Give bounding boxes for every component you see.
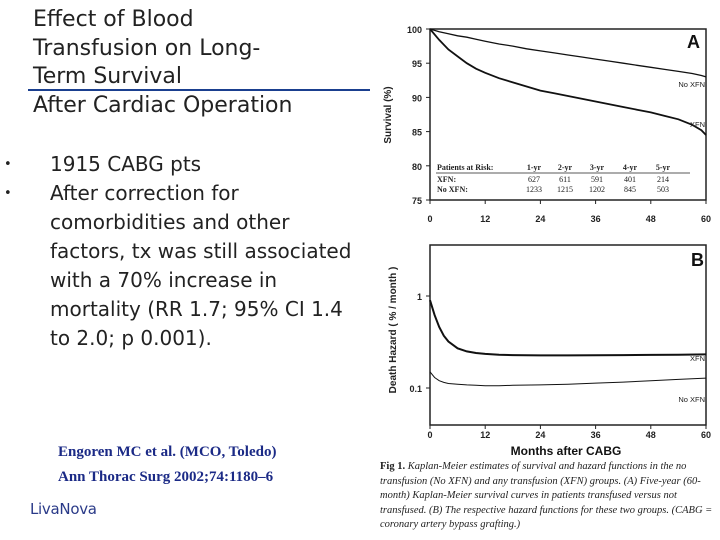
- panel-a-xtick-label: 60: [701, 214, 711, 224]
- panel-a-ytick-label: 90: [412, 93, 422, 103]
- panel-a-ytick-label: 80: [412, 162, 422, 172]
- panel-a-ytick-label: 100: [407, 25, 422, 35]
- reference-line: Engoren MC et al. (MCO, Toledo): [58, 444, 277, 460]
- reference-line: Ann Thorac Surg 2002;74:1180–6: [58, 469, 274, 485]
- title-line: Transfusion on Long-: [33, 35, 261, 61]
- figure-caption: Fig 1. Kaplan-Meier estimates of surviva…: [380, 460, 716, 533]
- panel-a-ytick-label: 95: [412, 59, 422, 69]
- risk-table-cell: 214: [657, 175, 669, 184]
- panel-b-xlabel: Months after CABG: [511, 444, 622, 458]
- panel-a-letter: A: [687, 32, 700, 52]
- panel-b-letter: B: [691, 250, 704, 270]
- panel-b-ytick-label: 0.1: [409, 384, 422, 394]
- risk-table-cell: 591: [591, 175, 603, 184]
- reference: Engoren MC et al. (MCO, Toledo) Ann Thor…: [58, 440, 276, 490]
- slide-title: Effect of Blood Transfusion on Long- Ter…: [33, 6, 373, 120]
- panel-b-series-label: No XFN: [678, 395, 705, 404]
- risk-table-row-label: No XFN:: [437, 185, 468, 194]
- panel-b-series-line: [429, 299, 707, 357]
- panel-b-xtick-label: 36: [591, 430, 601, 440]
- panel-b-xtick-label: 0: [427, 430, 432, 440]
- panel-a-series-label: XFN: [690, 120, 705, 129]
- panel-b-xtick-label: 24: [535, 430, 545, 440]
- panel-b-series-label: XFN: [690, 354, 705, 363]
- risk-table-column: 4-yr: [623, 163, 638, 172]
- panel-a-ytick-label: 85: [412, 128, 422, 138]
- panel-b-xtick-label: 60: [701, 430, 711, 440]
- risk-table-cell: 1202: [589, 185, 605, 194]
- title-line: After Cardiac Operation: [33, 92, 293, 118]
- risk-table-column: 3-yr: [590, 163, 605, 172]
- title-underline: [28, 89, 370, 91]
- title-line: Term Survival: [33, 64, 183, 89]
- panel-a-xtick-label: 24: [535, 214, 545, 224]
- bullet-item: • 1915 CABG pts: [0, 150, 360, 179]
- panel-a-xtick-label: 48: [646, 214, 656, 224]
- panel-b-frame: [429, 244, 707, 426]
- caption-text: Kaplan-Meier estimates of survival and h…: [380, 461, 713, 530]
- panel-a-series-label: No XFN: [678, 80, 705, 89]
- panel-a-ytick-label: 75: [412, 196, 422, 206]
- panel-b-ytick-label: 1: [417, 292, 422, 302]
- bullet-text: 1915 CABG pts: [50, 152, 202, 176]
- panel-a-xtick-label: 0: [427, 214, 432, 224]
- panel-b-xtick-label: 12: [480, 430, 490, 440]
- risk-table-cell: 845: [624, 185, 636, 194]
- panel-a-series-line: [429, 28, 707, 136]
- bullet-text: After correction for comorbidities and o…: [50, 181, 352, 350]
- panel-b-series-line: [429, 371, 707, 387]
- bullet-list: • 1915 CABG pts • After correction for com…: [0, 150, 360, 353]
- panel-a-frame: [429, 28, 707, 201]
- panel-a-xtick-label: 36: [591, 214, 601, 224]
- risk-table-header: Patients at Risk:: [437, 163, 493, 172]
- risk-table-cell: 1233: [526, 185, 542, 194]
- bullet-dot-icon: •: [4, 186, 12, 201]
- bullet-item: • After correction for comorbidities and …: [0, 179, 360, 353]
- risk-table-cell: 611: [559, 175, 571, 184]
- panel-a-xtick-label: 12: [480, 214, 490, 224]
- risk-table-row-label: XFN:: [437, 175, 456, 184]
- panel-a-ylabel: Survival (%): [383, 86, 394, 143]
- caption-label: Fig 1.: [380, 461, 406, 472]
- risk-table-column: 2-yr: [558, 163, 573, 172]
- risk-table-cell: 627: [528, 175, 540, 184]
- logo: LivaNova: [30, 500, 97, 518]
- panel-a-series-line: [429, 28, 707, 78]
- title-line: Effect of Blood: [33, 7, 194, 32]
- panel-b-xtick-label: 48: [646, 430, 656, 440]
- panel-b-ylabel: Death Hazard ( % / month ): [388, 267, 399, 394]
- risk-table-cell: 401: [624, 175, 636, 184]
- bullet-dot-icon: •: [4, 157, 12, 172]
- risk-table-column: 1-yr: [527, 163, 542, 172]
- risk-table-column: 5-yr: [656, 163, 671, 172]
- risk-table-cell: 1215: [557, 185, 573, 194]
- risk-table-cell: 503: [657, 185, 669, 194]
